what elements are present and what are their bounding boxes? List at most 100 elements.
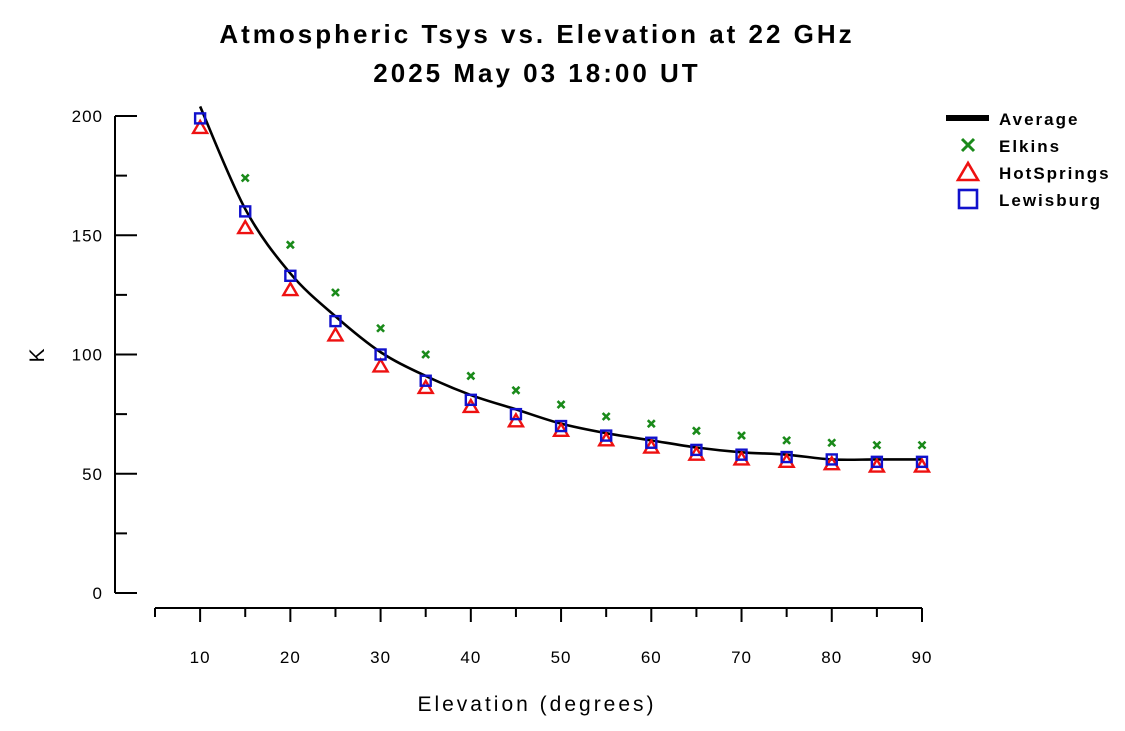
x-tick-label: 60 xyxy=(641,648,662,667)
data-point-lewisburg xyxy=(554,419,568,433)
x-tick-label: 80 xyxy=(821,648,842,667)
series-elkins xyxy=(197,79,927,450)
legend-swatch-hotsprings xyxy=(955,160,981,182)
data-point-elkins xyxy=(421,350,431,359)
data-point-lewisburg xyxy=(915,455,929,469)
marker-stroke xyxy=(240,173,250,183)
legend-label-lewisburg: Lewisburg xyxy=(999,191,1102,210)
marker-stroke xyxy=(466,371,476,381)
data-point-hotsprings xyxy=(326,326,345,342)
legend-swatch-elkins xyxy=(960,137,976,153)
data-point-hotsprings xyxy=(642,438,661,454)
marker-stroke xyxy=(285,240,295,250)
data-point-lewisburg xyxy=(329,314,342,328)
y-tick-label: 100 xyxy=(72,346,103,365)
data-point-hotsprings xyxy=(551,421,571,438)
data-point-lewisburg xyxy=(690,443,703,457)
legend-label-average: Average xyxy=(999,110,1079,129)
data-point-elkins xyxy=(285,240,295,250)
data-point-elkins xyxy=(556,400,566,410)
chart-subtitle: 2025 May 03 18:00 UT xyxy=(373,58,700,88)
data-point-lewisburg xyxy=(645,436,658,449)
data-point-lewisburg xyxy=(193,112,207,125)
marker-stroke xyxy=(827,438,837,448)
data-point-hotsprings xyxy=(281,280,300,297)
marker-stroke xyxy=(917,440,927,450)
data-point-elkins xyxy=(601,412,611,421)
axes: 10 20 30 40 50 60 70 80 90 0 50 100 150 200 xyxy=(72,107,933,667)
data-point-lewisburg xyxy=(509,407,523,421)
x-tick-label: 10 xyxy=(190,648,211,667)
x-tick-label: 50 xyxy=(551,648,572,667)
data-point-elkins xyxy=(646,419,656,429)
y-tick-label: 150 xyxy=(72,226,103,245)
marker-stroke xyxy=(511,385,521,395)
data-point-elkins xyxy=(827,438,837,448)
legend-label-elkins: Elkins xyxy=(999,137,1061,156)
data-point-lewisburg xyxy=(374,348,387,361)
x-tick-label: 20 xyxy=(280,648,301,667)
y-axis-label: K xyxy=(26,345,49,362)
series-line-average xyxy=(198,105,922,462)
data-point-lewisburg xyxy=(780,450,793,464)
data-point-lewisburg xyxy=(825,453,838,466)
data-point-elkins xyxy=(376,323,386,333)
data-point-hotsprings xyxy=(867,457,886,473)
data-point-lewisburg xyxy=(870,455,884,469)
marker-stroke xyxy=(737,431,746,441)
data-point-elkins xyxy=(872,440,882,450)
x-tick-label: 30 xyxy=(370,648,391,667)
data-point-elkins xyxy=(331,288,340,297)
legend-label-hotsprings: HotSprings xyxy=(999,164,1111,183)
series-lewisburg xyxy=(193,112,929,469)
data-point-elkins xyxy=(737,431,746,441)
data-point-hotsprings xyxy=(597,430,616,447)
data-point-lewisburg xyxy=(284,269,297,282)
x-tick-label: 90 xyxy=(912,648,933,667)
data-point-elkins xyxy=(917,440,927,450)
data-point-lewisburg xyxy=(735,448,748,461)
marker-stroke xyxy=(646,419,656,429)
y-tick-label: 50 xyxy=(82,465,103,484)
data-point-lewisburg xyxy=(419,374,432,387)
data-point-hotsprings xyxy=(732,450,751,466)
x-axis-label: Elevation (degrees) xyxy=(417,693,656,716)
plot-area xyxy=(191,79,932,473)
data-point-lewisburg xyxy=(239,205,252,218)
y-tick-label: 200 xyxy=(72,107,103,126)
data-point-hotsprings xyxy=(687,445,706,461)
x-tick-label: 70 xyxy=(731,648,752,667)
data-point-elkins xyxy=(511,385,521,395)
y-tick-label: 0 xyxy=(93,584,103,603)
marker-stroke xyxy=(872,440,882,450)
data-point-elkins xyxy=(691,426,701,436)
marker-stroke xyxy=(782,435,792,445)
data-point-elkins xyxy=(782,435,792,445)
data-point-elkins xyxy=(240,173,250,183)
data-point-lewisburg xyxy=(464,393,478,407)
data-point-hotsprings xyxy=(777,452,796,469)
data-point-elkins xyxy=(197,79,204,86)
legend-swatch-lewisburg xyxy=(957,188,979,210)
marker-stroke xyxy=(376,323,386,333)
marker-stroke xyxy=(421,350,431,359)
marker-stroke xyxy=(197,79,204,86)
marker-stroke xyxy=(197,79,204,86)
data-point-hotsprings xyxy=(191,118,210,135)
data-point-hotsprings xyxy=(912,457,932,473)
series-hotsprings xyxy=(191,118,932,473)
chart-title: Atmospheric Tsys vs. Elevation at 22 GHz xyxy=(219,19,854,49)
marker-stroke xyxy=(960,137,976,153)
x-tick-label: 40 xyxy=(460,648,481,667)
data-point-lewisburg xyxy=(599,429,613,442)
marker-stroke xyxy=(691,426,701,436)
legend: Average Elkins HotSprings Lewisburg xyxy=(946,110,1111,210)
marker-stroke xyxy=(556,400,566,410)
data-point-hotsprings xyxy=(822,454,841,471)
marker-stroke xyxy=(331,288,340,297)
data-point-hotsprings xyxy=(371,357,390,373)
data-point-hotsprings xyxy=(236,218,255,235)
marker-stroke xyxy=(601,412,611,421)
data-point-elkins xyxy=(466,371,476,381)
